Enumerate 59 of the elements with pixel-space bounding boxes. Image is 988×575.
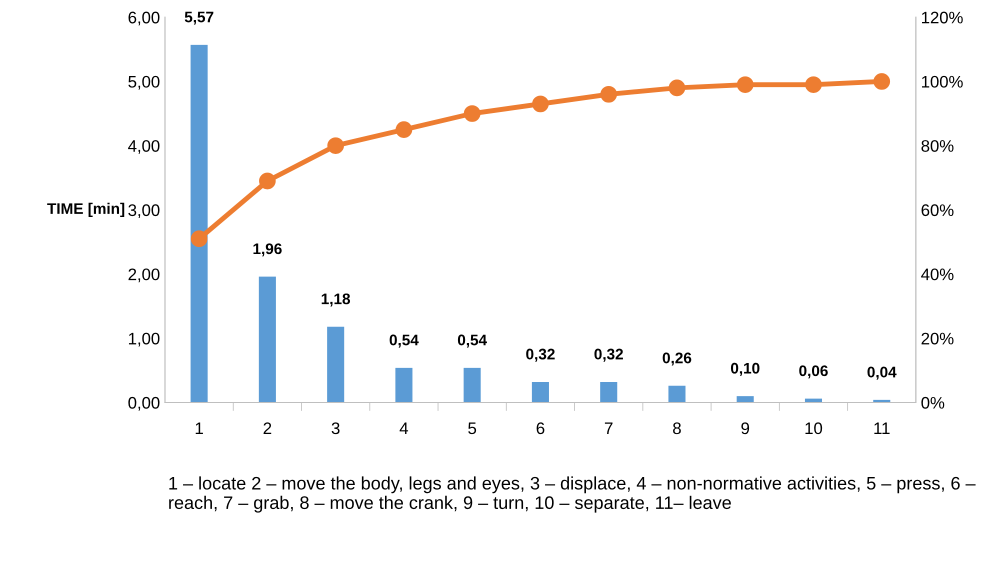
point (532, 96, 549, 112)
data-label: 0,26 (662, 352, 692, 366)
point (190, 230, 208, 248)
point (327, 137, 344, 154)
bar (736, 396, 754, 402)
bar (804, 398, 822, 402)
data-label: 0,54 (390, 334, 419, 348)
y2-tick-label: 0% (921, 396, 944, 409)
y-tick-label: 4,00 (128, 140, 160, 154)
point (396, 121, 412, 138)
y-tick-label: 1,00 (128, 332, 160, 346)
point (805, 76, 822, 94)
point (668, 80, 686, 96)
y2-tick-label: 20% (922, 332, 954, 344)
x-tick-label: 11 (874, 422, 890, 434)
x-tick-label: 1 (196, 422, 203, 434)
data-label: 0,06 (799, 365, 828, 378)
x-tick-label: 2 (264, 422, 272, 434)
y2-tick-label: 100% (922, 76, 963, 88)
y-tick-label: 5,00 (128, 76, 160, 90)
data-label: 5,57 (184, 12, 214, 25)
data-label: 0,32 (526, 348, 555, 362)
point (873, 73, 890, 90)
bar (258, 276, 276, 402)
bar (532, 382, 549, 402)
x-tick-label: 7 (604, 422, 612, 434)
data-label: 1,96 (253, 243, 282, 256)
bar (327, 326, 344, 402)
x-tick-label: 10 (805, 422, 822, 434)
y2-tick-label: 80% (921, 140, 954, 152)
y-tick-label: 3,00 (128, 204, 160, 218)
data-label: 1,18 (322, 293, 350, 306)
x-tick-label: 9 (741, 422, 750, 434)
point (600, 86, 618, 103)
x-tick-label: 3 (332, 422, 340, 434)
data-label: 0,54 (458, 334, 487, 348)
text: 1 – locate 2 – move the body, legs and eyes, 3 – displace, 4 – non-normative activities, 5 – press, 6 – reach, 7 – grab, 8 – move the crank, 9 – turn, 10 – separate, 11– leave (169, 476, 976, 513)
bar (395, 368, 412, 402)
point (464, 105, 481, 122)
data-label: 0,32 (594, 348, 623, 362)
bar (190, 44, 208, 402)
data-label: 0,04 (867, 366, 897, 380)
x-tick-label: 4 (400, 422, 408, 434)
x-tick-label: 6 (536, 422, 544, 434)
y-tick-label: 6,00 (128, 12, 160, 26)
y2-tick-label: 60% (922, 204, 954, 216)
y-axis-title: TIME [min] (47, 202, 124, 217)
y-tick-label: 0,00 (128, 396, 160, 411)
bar (464, 368, 481, 402)
point (736, 76, 754, 94)
x-tick-label: 5 (468, 422, 476, 434)
data-label: 0,10 (730, 362, 760, 376)
point (259, 172, 276, 190)
y-tick-label: 2,00 (128, 268, 160, 282)
x-tick-label: 8 (673, 422, 681, 434)
y2-tick-label: 120% (922, 12, 963, 24)
bar (668, 386, 686, 402)
bar (600, 382, 618, 402)
y2-tick-label: 40% (921, 268, 954, 280)
